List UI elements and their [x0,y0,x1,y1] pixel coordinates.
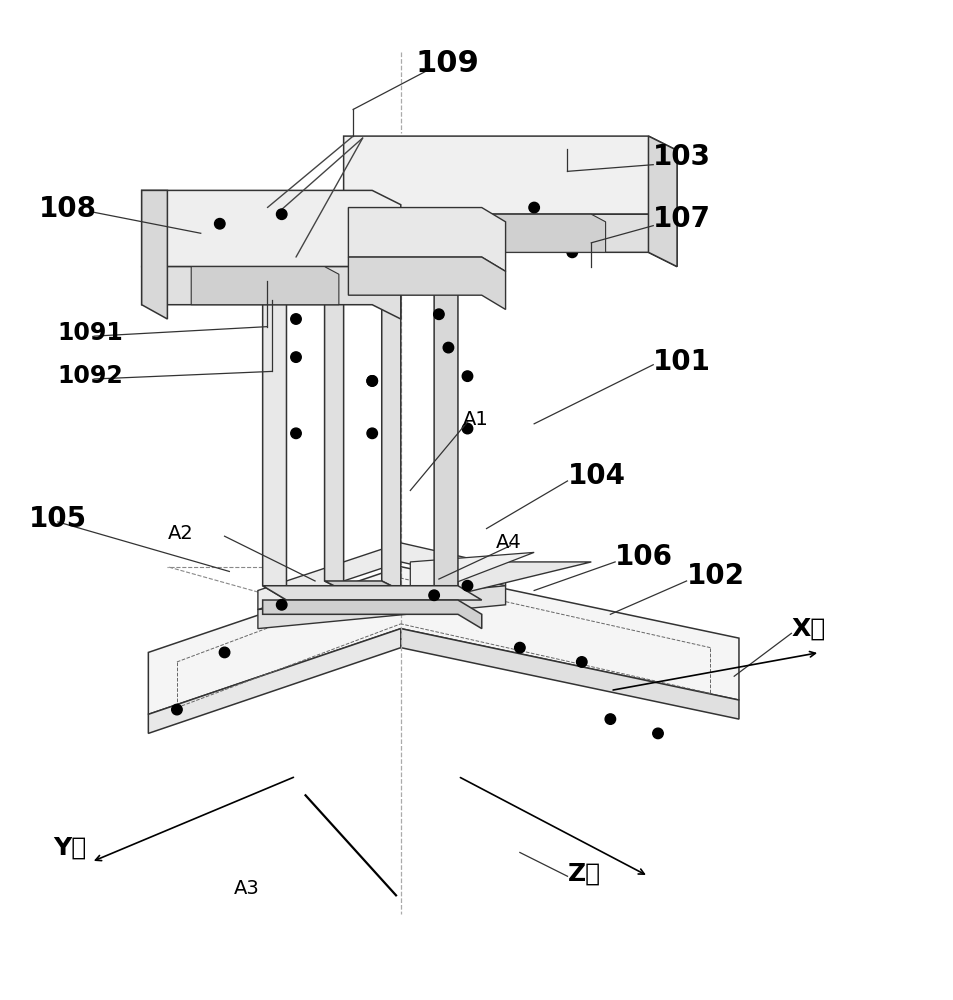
Text: 1091: 1091 [58,321,124,345]
Polygon shape [149,567,739,714]
Circle shape [291,352,301,362]
Circle shape [276,209,287,219]
Polygon shape [348,208,505,271]
Polygon shape [262,600,481,629]
Polygon shape [381,267,400,590]
Polygon shape [324,581,400,590]
Text: A4: A4 [496,533,521,552]
Circle shape [219,647,230,658]
Circle shape [514,642,524,653]
Polygon shape [324,267,343,590]
Circle shape [367,376,377,386]
Text: X轴: X轴 [791,617,824,641]
Circle shape [367,428,377,439]
Circle shape [172,704,182,715]
Polygon shape [257,586,505,629]
Polygon shape [262,252,286,600]
Circle shape [576,657,586,667]
Text: 108: 108 [39,195,96,223]
Circle shape [652,728,662,739]
Circle shape [528,202,538,213]
Circle shape [291,314,301,324]
Text: 109: 109 [415,49,478,78]
Polygon shape [486,214,605,252]
Polygon shape [262,586,481,600]
Text: 105: 105 [30,505,88,533]
Polygon shape [142,190,167,319]
Text: 101: 101 [653,348,710,376]
Circle shape [462,580,473,591]
Circle shape [367,376,377,386]
Text: 103: 103 [653,143,711,171]
Circle shape [604,714,615,724]
Polygon shape [434,562,591,600]
Text: 106: 106 [615,543,673,571]
Circle shape [462,423,473,434]
Text: A3: A3 [233,879,259,898]
Text: Z轴: Z轴 [567,861,600,885]
Polygon shape [262,252,481,267]
Text: 107: 107 [653,205,711,233]
Polygon shape [262,238,481,252]
Polygon shape [400,629,739,719]
Text: 104: 104 [567,462,625,490]
Circle shape [291,428,301,439]
Polygon shape [257,543,505,610]
Polygon shape [191,267,338,305]
Polygon shape [348,257,505,309]
Polygon shape [324,267,400,276]
Circle shape [429,590,439,601]
Circle shape [276,600,287,610]
Circle shape [434,309,444,319]
Polygon shape [149,629,400,733]
Polygon shape [142,267,400,319]
Polygon shape [142,190,400,281]
Circle shape [443,342,454,353]
Text: 1092: 1092 [58,364,124,388]
Text: A1: A1 [462,410,488,429]
Polygon shape [262,252,457,267]
Polygon shape [434,252,457,600]
Circle shape [214,219,225,229]
Polygon shape [648,136,677,267]
Polygon shape [434,562,457,614]
Circle shape [566,247,577,258]
Text: Y轴: Y轴 [53,836,87,860]
Polygon shape [410,552,534,600]
Circle shape [462,371,473,381]
Polygon shape [343,214,677,267]
Text: 102: 102 [686,562,743,590]
Text: A2: A2 [167,524,193,543]
Polygon shape [343,136,677,229]
